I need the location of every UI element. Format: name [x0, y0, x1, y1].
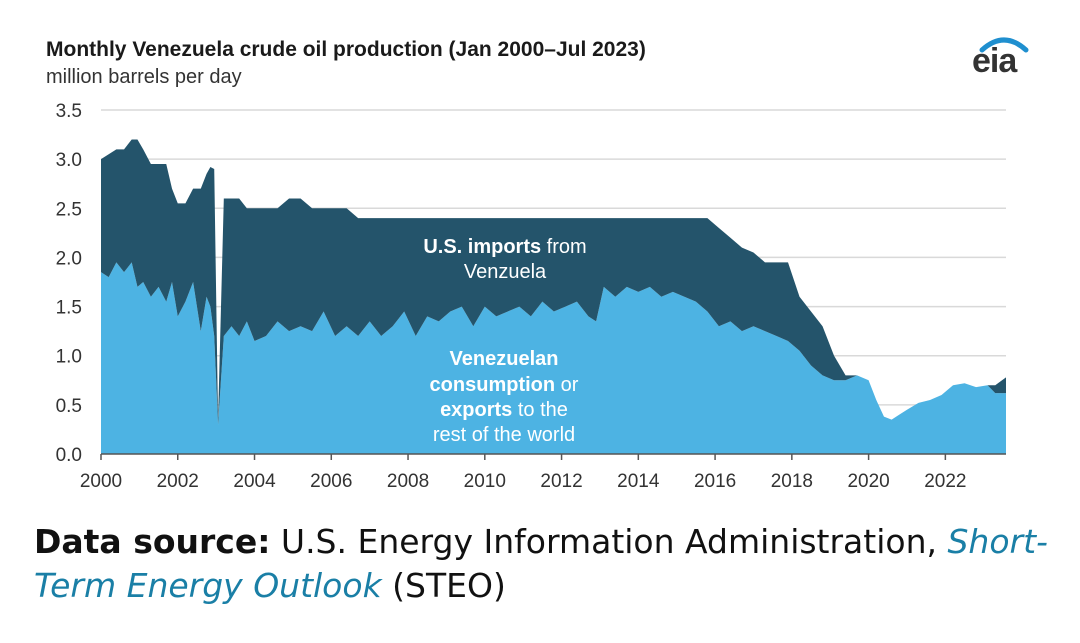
y-tick-label: 3.5 [56, 101, 82, 122]
source-label: Data source: [34, 522, 271, 561]
annotation-imports-line1: U.S. imports from [423, 236, 586, 258]
y-tick-label: 1.5 [56, 298, 82, 319]
y-tick-label: 2.0 [56, 248, 82, 269]
source-line-2: Term Energy Outlook (STEO) [34, 566, 506, 605]
y-tick-label: 0.5 [56, 396, 82, 417]
x-tick-label: 2018 [771, 471, 813, 492]
x-tick-label: 2022 [924, 471, 966, 492]
x-tick-label: 2004 [233, 471, 276, 492]
source-line-1: Data source: U.S. Energy Information Adm… [34, 522, 1048, 561]
chart-title: Monthly Venezuela crude oil production (… [46, 38, 646, 61]
source-suffix: (STEO) [381, 566, 506, 605]
x-tick-label: 2006 [310, 471, 352, 492]
x-tick-label: 2014 [617, 471, 660, 492]
x-axis-ticks: 2000 2002 2004 2006 2008 2010 2012 2014 2016 2018… [80, 454, 967, 492]
y-axis-ticks: 0.0 0.5 1.0 1.5 2.0 2.5 3.0 3.5 [56, 101, 82, 466]
logo-arc-icon [979, 37, 1029, 53]
chart-subtitle: million barrels per day [46, 66, 242, 88]
x-tick-label: 2000 [80, 471, 122, 492]
y-tick-label: 3.0 [56, 150, 82, 171]
x-tick-label: 2010 [464, 471, 506, 492]
annotation-imports-line2: Venzuela [464, 261, 547, 283]
x-tick-label: 2008 [387, 471, 429, 492]
source-text: U.S. Energy Information Administration, [270, 522, 948, 561]
y-tick-label: 2.5 [56, 199, 82, 220]
annotation-consumption-line2: consumption or [430, 374, 579, 396]
x-tick-label: 2012 [540, 471, 582, 492]
y-tick-label: 1.0 [56, 347, 82, 368]
x-tick-label: 2020 [847, 471, 889, 492]
chart-svg: 0.00.51.01.52.02.53.03.5 2000 2002 2004 200… [56, 101, 1006, 492]
area-consumption [101, 262, 1006, 454]
y-tick-label: 0.0 [56, 445, 82, 466]
annotation-consumption-line3: exports to the [440, 399, 568, 421]
source-link-part2[interactable]: Term Energy Outlook [34, 566, 382, 605]
annotation-consumption-line4: rest of the world [433, 424, 575, 446]
area-imports [101, 139, 1006, 425]
x-tick-label: 2002 [157, 471, 199, 492]
annotation-consumption-line1: Venezuelan [450, 348, 559, 370]
logo-text: eia [972, 42, 1017, 80]
source-link-part1[interactable]: Short- [947, 522, 1048, 561]
x-tick-label: 2016 [694, 471, 736, 492]
